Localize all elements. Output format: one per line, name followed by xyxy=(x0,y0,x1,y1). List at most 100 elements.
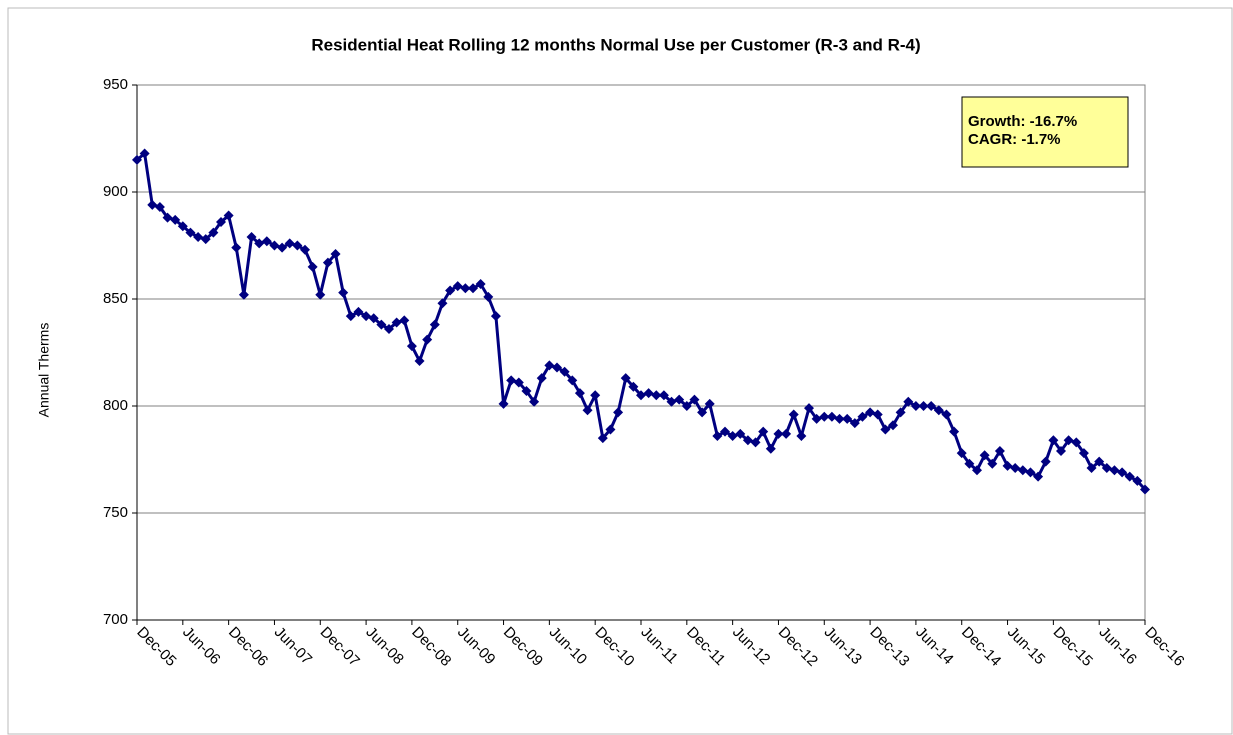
marker xyxy=(475,279,486,290)
marker xyxy=(414,356,425,367)
marker xyxy=(567,375,578,386)
marker xyxy=(490,311,501,322)
marker xyxy=(788,409,799,420)
marker xyxy=(460,283,471,294)
marker xyxy=(521,386,532,397)
marker xyxy=(597,433,608,444)
marker xyxy=(406,341,417,352)
marker xyxy=(1094,456,1105,467)
marker xyxy=(139,148,150,159)
marker xyxy=(162,212,173,223)
marker xyxy=(956,448,967,459)
marker xyxy=(987,458,998,469)
marker xyxy=(605,424,616,435)
marker xyxy=(773,428,784,439)
marker xyxy=(147,199,158,210)
y-tick-label: 850 xyxy=(103,290,128,307)
chart-title: Residential Heat Rolling 12 months Norma… xyxy=(311,35,920,54)
marker xyxy=(651,390,662,401)
marker xyxy=(590,390,601,401)
y-tick-label: 950 xyxy=(103,76,128,93)
marker xyxy=(536,373,547,384)
marker xyxy=(727,430,738,441)
marker xyxy=(177,221,188,232)
marker xyxy=(223,210,234,221)
marker xyxy=(941,409,952,420)
marker xyxy=(544,360,555,371)
marker xyxy=(1033,471,1044,482)
marker xyxy=(452,281,463,292)
marker xyxy=(872,409,883,420)
marker xyxy=(132,154,142,165)
marker xyxy=(445,285,456,296)
marker xyxy=(972,465,982,476)
marker xyxy=(1040,456,1051,467)
marker xyxy=(1117,467,1128,478)
marker xyxy=(582,405,593,416)
marker xyxy=(338,287,349,298)
marker xyxy=(735,428,746,439)
marker xyxy=(1078,448,1089,459)
marker xyxy=(796,430,807,441)
marker xyxy=(1132,475,1143,486)
marker xyxy=(979,450,990,461)
marker xyxy=(391,317,402,328)
marker xyxy=(804,403,814,414)
marker xyxy=(742,435,753,446)
marker xyxy=(1109,465,1120,476)
marker xyxy=(1063,435,1074,446)
marker xyxy=(422,334,433,345)
marker xyxy=(1010,463,1021,474)
marker xyxy=(720,426,730,437)
y-tick-label: 700 xyxy=(103,611,128,628)
marker xyxy=(1086,463,1097,474)
marker xyxy=(658,390,669,401)
marker xyxy=(513,377,524,388)
marker xyxy=(277,242,288,253)
marker xyxy=(361,311,372,322)
marker xyxy=(261,236,272,247)
marker xyxy=(322,257,333,268)
marker xyxy=(834,413,845,424)
marker xyxy=(1002,460,1013,471)
marker xyxy=(208,227,219,238)
marker xyxy=(284,238,295,249)
marker xyxy=(781,428,792,439)
marker xyxy=(300,244,310,255)
marker xyxy=(330,249,341,260)
marker xyxy=(643,388,654,399)
marker xyxy=(315,289,326,300)
marker xyxy=(437,298,448,309)
marker xyxy=(345,311,356,322)
marker xyxy=(628,381,639,392)
marker xyxy=(376,319,387,330)
marker xyxy=(498,398,509,409)
annotation-text: CAGR: -1.7% xyxy=(968,131,1061,148)
marker xyxy=(1101,463,1112,474)
marker xyxy=(246,231,257,242)
marker xyxy=(811,413,822,424)
marker xyxy=(613,407,624,418)
marker xyxy=(910,401,921,411)
marker xyxy=(750,437,761,448)
y-tick-label: 750 xyxy=(103,504,128,521)
marker xyxy=(704,398,715,409)
annotation-box xyxy=(961,96,1129,168)
marker xyxy=(666,396,677,407)
marker xyxy=(865,407,876,418)
marker xyxy=(895,407,906,418)
marker xyxy=(483,291,494,302)
marker xyxy=(292,240,303,251)
annotation-text: Growth: -16.7% xyxy=(968,113,1077,130)
y-tick-label: 900 xyxy=(103,183,128,200)
marker xyxy=(758,426,769,437)
marker xyxy=(1056,445,1066,456)
marker xyxy=(933,405,944,416)
marker xyxy=(254,238,265,249)
marker xyxy=(353,306,364,317)
marker xyxy=(170,214,181,225)
marker xyxy=(926,401,937,411)
marker xyxy=(849,418,860,429)
marker xyxy=(574,388,585,399)
